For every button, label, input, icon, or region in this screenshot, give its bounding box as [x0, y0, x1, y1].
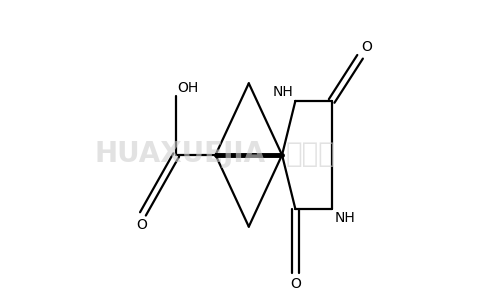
Text: OH: OH: [178, 81, 199, 95]
Text: NH: NH: [273, 85, 294, 99]
Text: 化学加: 化学加: [286, 140, 336, 168]
Text: HUAXUEJIA: HUAXUEJIA: [95, 140, 266, 168]
Text: O: O: [136, 218, 147, 233]
Text: O: O: [362, 40, 372, 55]
Text: NH: NH: [334, 210, 355, 225]
Text: O: O: [290, 278, 301, 291]
